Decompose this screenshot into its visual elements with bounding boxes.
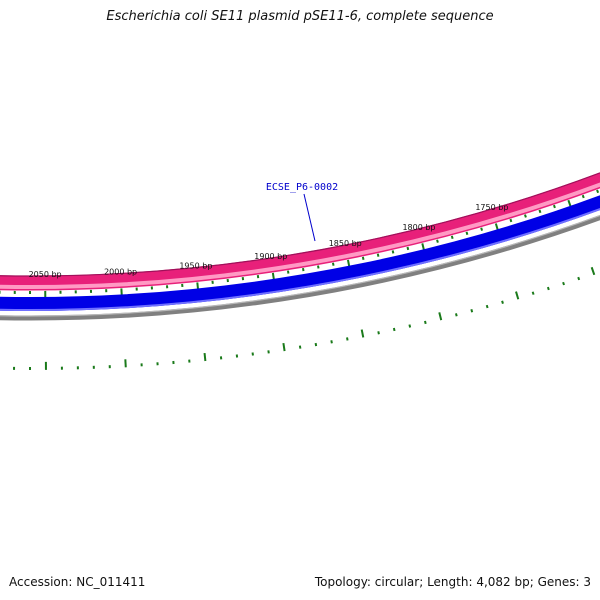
inner-tick-1870 [330, 340, 333, 344]
outer-tick-1790 [436, 239, 439, 243]
inner-tick-1700 [590, 266, 596, 276]
inner-tick-1810 [424, 320, 427, 325]
inner-tick-ring [13, 266, 596, 370]
tick-label-1900: 1900 bp [254, 252, 287, 261]
outer-tick-1680 [596, 189, 600, 194]
inner-tick-1740 [531, 291, 535, 295]
inner-tick-1770 [485, 304, 489, 309]
gene-track [0, 172, 600, 291]
inner-tick-1800 [438, 312, 443, 321]
summary-text: Topology: circular; Length: 4,082 bp; Ge… [314, 575, 591, 589]
inner-tick-1760 [501, 300, 504, 304]
gene-track-edge [0, 172, 600, 277]
inner-tick-1950 [203, 352, 207, 362]
accession-text: Accession: NC_011411 [9, 575, 146, 589]
inner-tick-1790 [454, 313, 458, 317]
gene-label-leader [303, 193, 316, 242]
outer-tick-1740 [509, 218, 513, 223]
cds-track-highlight [0, 207, 600, 311]
inner-tick-1720 [562, 281, 565, 286]
outer-tick-1730 [524, 214, 527, 218]
inner-tick-1830 [392, 327, 396, 332]
outer-tick-1820 [391, 250, 395, 254]
outer-tick-1720 [538, 209, 542, 214]
map-title: Escherichia coli SE11 plasmid pSE11-6, c… [106, 9, 494, 24]
backbone-ring [0, 214, 600, 321]
tick-label-2050: 2050 bp [29, 270, 62, 279]
feature-tracks [0, 172, 600, 321]
tick-label-1800: 1800 bp [402, 223, 435, 232]
inner-tick-1750 [515, 291, 520, 300]
outer-tick-1860 [332, 262, 335, 266]
outer-tick-1710 [553, 204, 556, 209]
tick-labels: 1750 bp 1800 bp 1850 bp 1900 bp 1950 bp 2000 … [29, 203, 509, 279]
tick-label-1750: 1750 bp [475, 203, 508, 212]
outer-tick-1760 [480, 227, 484, 231]
inner-tick-1730 [546, 286, 550, 291]
inner-tick-1710 [577, 276, 581, 281]
tick-label-1850: 1850 bp [329, 239, 362, 248]
inner-tick-1860 [346, 337, 349, 341]
tick-label-1950: 1950 bp [179, 262, 212, 271]
outer-tick-1770 [465, 231, 469, 236]
cds-track [0, 195, 600, 311]
tick-label-2000: 2000 bp [104, 267, 137, 276]
outer-tick-1870 [317, 265, 320, 269]
inner-tick-1780 [470, 309, 474, 313]
inner-tick-1820 [408, 324, 412, 328]
inner-tick-1840 [377, 331, 380, 335]
outer-tick-1780 [450, 235, 454, 240]
gene-track-highlight [0, 182, 600, 289]
outer-tick-1830 [376, 253, 380, 257]
outer-tick-1810 [406, 246, 410, 251]
outer-tick-1690 [581, 194, 585, 199]
inner-tick-1900 [282, 342, 286, 352]
inner-tick-1850 [360, 329, 365, 338]
gene-label-ecse-p6-0002[interactable]: ECSE_P6-0002 [266, 182, 338, 193]
backbone-highlight [0, 214, 600, 317]
outer-tick-1840 [361, 256, 365, 261]
